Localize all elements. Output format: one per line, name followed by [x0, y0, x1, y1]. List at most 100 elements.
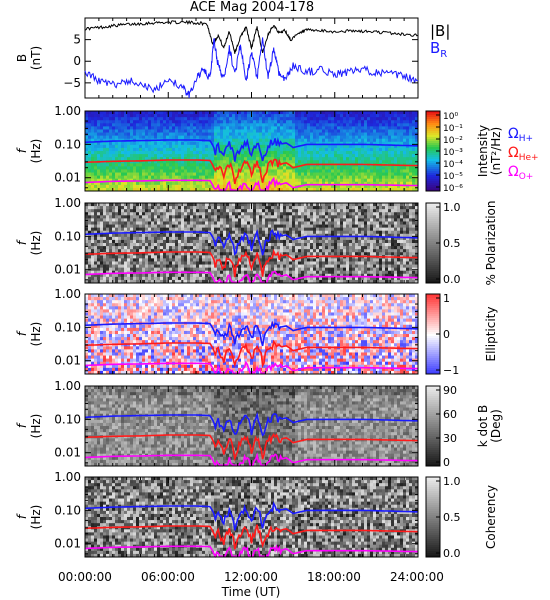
heatmap-cell	[118, 120, 121, 123]
heatmap-cell	[238, 246, 241, 249]
heatmap-cell	[157, 185, 160, 188]
heatmap-cell	[292, 133, 295, 136]
heatmap-cell	[301, 176, 304, 179]
heatmap-cell	[208, 221, 211, 224]
heatmap-cell	[292, 139, 295, 142]
heatmap-cell	[274, 228, 277, 231]
heatmap-cell	[154, 215, 157, 218]
heatmap-cell	[124, 212, 127, 215]
heatmap-cell	[280, 148, 283, 151]
heatmap-cell	[214, 157, 217, 160]
heatmap-cell	[193, 154, 196, 157]
heatmap-cell	[244, 209, 247, 212]
heatmap-cell	[295, 212, 298, 215]
heatmap-cell	[340, 176, 343, 179]
heatmap-cell	[346, 169, 349, 172]
heatmap-cell	[169, 176, 172, 179]
heatmap-cell	[349, 173, 352, 176]
heatmap-cell	[121, 255, 124, 258]
heatmap-cell	[376, 133, 379, 136]
heatmap-cell	[202, 268, 205, 271]
heatmap-cell	[250, 228, 253, 231]
heatmap-cell	[112, 166, 115, 169]
heatmap-cell	[220, 133, 223, 136]
heatmap-cell	[313, 166, 316, 169]
heatmap-cell	[193, 123, 196, 126]
heatmap-cell	[190, 218, 193, 221]
heatmap-cell	[370, 176, 373, 179]
heatmap-cell	[139, 234, 142, 237]
heatmap-cell	[250, 218, 253, 221]
heatmap-cell	[328, 129, 331, 132]
heatmap-cell	[373, 157, 376, 160]
heatmap-cell	[385, 117, 388, 120]
heatmap-cell	[145, 277, 148, 280]
heatmap-cell	[211, 111, 214, 114]
heatmap-cell	[100, 265, 103, 268]
heatmap-cell	[154, 117, 157, 120]
heatmap-cell	[103, 145, 106, 148]
heatmap-cell	[109, 111, 112, 114]
heatmap-cell	[340, 126, 343, 129]
heatmap-cell	[250, 163, 253, 166]
heatmap-cell	[172, 133, 175, 136]
heatmap-cell	[316, 160, 319, 163]
heatmap-cell	[202, 203, 205, 206]
heatmap-cell	[112, 237, 115, 240]
heatmap-cell	[226, 151, 229, 154]
heatmap-cell	[331, 136, 334, 139]
heatmap-cell	[157, 268, 160, 271]
heatmap-cell	[166, 136, 169, 139]
heatmap-cell	[256, 228, 259, 231]
heatmap-cell	[265, 120, 268, 123]
heatmap-cell	[187, 237, 190, 240]
heatmap-cell	[265, 221, 268, 224]
heatmap-cell	[208, 126, 211, 129]
heatmap-cell	[217, 218, 220, 221]
heatmap-cell	[217, 228, 220, 231]
heatmap-cell	[313, 139, 316, 142]
heatmap-cell	[193, 261, 196, 264]
heatmap-cell	[214, 182, 217, 185]
heatmap-cell	[268, 151, 271, 154]
heatmap-cell	[202, 120, 205, 123]
heatmap-cell	[373, 136, 376, 139]
heatmap-cell	[208, 215, 211, 218]
heatmap-cell	[283, 231, 286, 234]
heatmap-cell	[136, 173, 139, 176]
heatmap-cell	[142, 148, 145, 151]
heatmap-cell	[247, 129, 250, 132]
heatmap-cell	[343, 148, 346, 151]
legend-omega-O: ΩO+	[508, 164, 533, 182]
heatmap-cell	[373, 179, 376, 182]
heatmap-cell	[223, 206, 226, 209]
heatmap-cell	[265, 274, 268, 277]
heatmap-cell	[163, 206, 166, 209]
heatmap-cell	[115, 237, 118, 240]
heatmap-cell	[319, 133, 322, 136]
heatmap-cell	[286, 123, 289, 126]
heatmap-cell	[199, 129, 202, 132]
heatmap-cell	[205, 166, 208, 169]
heatmap-cell	[346, 154, 349, 157]
heatmap-cell	[373, 126, 376, 129]
heatmap-cell	[340, 117, 343, 120]
heatmap-cell	[97, 240, 100, 243]
heatmap-cell	[193, 182, 196, 185]
heatmap-cell	[295, 157, 298, 160]
heatmap-cell	[103, 136, 106, 139]
heatmap-cell	[193, 148, 196, 151]
heatmap-cell	[109, 212, 112, 215]
heatmap-cell	[178, 218, 181, 221]
heatmap-cell	[256, 173, 259, 176]
heatmap-cell	[412, 148, 415, 151]
heatmap-cell	[202, 117, 205, 120]
heatmap-cell	[94, 246, 97, 249]
heatmap-cell	[178, 136, 181, 139]
heatmap-cell	[133, 203, 136, 206]
heatmap-cell	[253, 212, 256, 215]
heatmap-cell	[280, 136, 283, 139]
heatmap-cell	[352, 151, 355, 154]
heatmap-cell	[103, 173, 106, 176]
heatmap-cell	[253, 139, 256, 142]
